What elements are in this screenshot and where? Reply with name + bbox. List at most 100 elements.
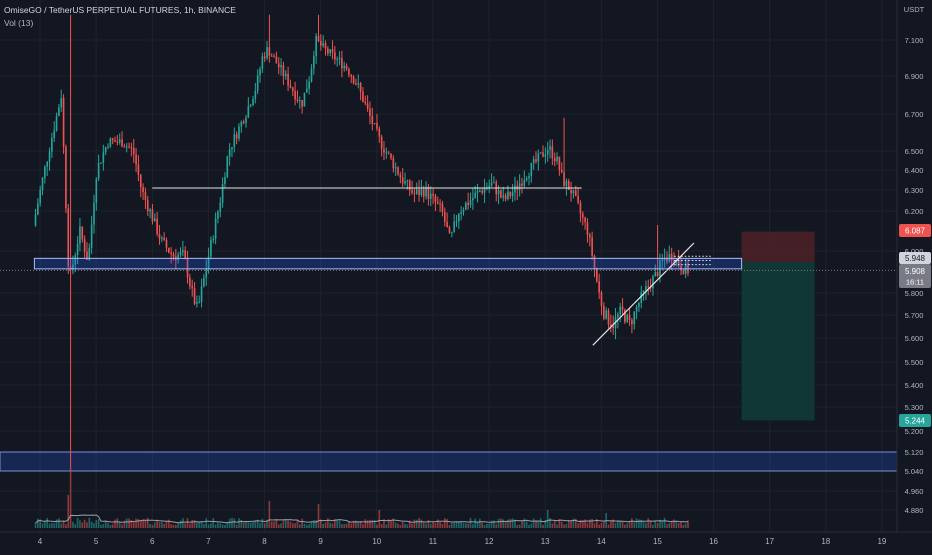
candle-body: [507, 191, 509, 200]
candle-body: [240, 121, 243, 127]
chart-title[interactable]: OmiseGO / TetherUS PERPETUAL FUTURES, 1h…: [4, 5, 236, 15]
volume-bar: [532, 518, 535, 528]
candle-body: [179, 252, 182, 255]
candle-body: [67, 208, 70, 267]
candle-body: [284, 73, 287, 77]
volume-bar: [62, 520, 65, 528]
volume-bar: [404, 523, 406, 528]
candle-body: [86, 251, 88, 260]
volume-bar: [411, 523, 413, 528]
candle-body: [58, 107, 60, 116]
volume-bar: [586, 523, 589, 528]
time-scale[interactable]: [0, 532, 932, 550]
candle-body: [331, 49, 334, 53]
volume-bar: [483, 524, 486, 528]
volume-bar: [551, 523, 554, 528]
volume-bar: [680, 522, 682, 528]
candle-body: [88, 247, 91, 260]
candle-body: [336, 58, 339, 60]
candle-body: [165, 240, 168, 248]
candle-body: [301, 100, 303, 107]
volume-bar: [584, 519, 586, 528]
candle-body: [104, 147, 107, 153]
candle-body: [434, 195, 437, 203]
volume-bar: [158, 522, 161, 528]
candle-body: [298, 100, 301, 102]
volume-bar: [123, 520, 126, 528]
volume-bar: [137, 519, 140, 528]
volume-bar: [654, 520, 657, 528]
candle-body: [81, 226, 84, 240]
candle-body: [465, 202, 467, 210]
volume-bar: [490, 520, 493, 528]
candle-body: [593, 255, 596, 268]
candle-body: [429, 193, 432, 199]
candle-body: [111, 138, 114, 141]
volume-bar: [125, 518, 128, 528]
price-tick-label: 5.300: [905, 403, 924, 412]
candle-body: [472, 197, 474, 201]
volume-bar: [247, 522, 250, 528]
candle-body: [254, 90, 257, 99]
candle-body: [535, 159, 537, 162]
volume-bar: [341, 524, 343, 528]
candle-body: [633, 311, 636, 325]
candle-body: [481, 190, 484, 193]
volume-bar: [111, 524, 114, 528]
volume-bar: [81, 522, 84, 528]
candle-body: [603, 305, 605, 319]
candle-body: [544, 154, 547, 157]
price-tick-label: 6.900: [905, 72, 924, 81]
volume-bar: [656, 523, 659, 528]
candle-body: [666, 258, 668, 262]
volume-bar: [308, 524, 310, 528]
volume-bar: [270, 521, 273, 528]
candle-body: [261, 56, 264, 69]
volume-ma-line: [35, 514, 689, 524]
volume-bar: [448, 524, 451, 528]
volume-bar: [231, 517, 233, 528]
candle-body: [193, 288, 196, 304]
candle-body: [558, 156, 561, 170]
candle-body: [249, 105, 252, 107]
candle-body: [406, 180, 409, 182]
candle-body: [273, 56, 275, 58]
volume-bar: [537, 520, 540, 528]
candle-body: [493, 182, 495, 184]
candle-body: [385, 152, 388, 154]
candle-body: [198, 301, 201, 303]
candle-body: [118, 139, 121, 143]
price-tick-label: 4.880: [905, 506, 924, 515]
candle-body: [203, 277, 205, 287]
candle-body: [546, 149, 549, 155]
candle-body: [652, 276, 654, 289]
time-tick-label: 10: [372, 537, 381, 546]
volume-bar: [55, 519, 58, 528]
price-tick-label: 5.400: [905, 381, 924, 390]
candle-body: [83, 239, 86, 252]
candle-body: [39, 189, 42, 204]
volume-bar: [217, 522, 219, 528]
volume-bar: [542, 524, 544, 528]
volume-indicator-label[interactable]: Vol (13): [4, 18, 33, 28]
volume-bar: [172, 524, 175, 528]
candle-body: [158, 234, 161, 239]
volume-bar: [184, 523, 187, 528]
volume-bar: [284, 519, 287, 528]
candle-body: [282, 65, 285, 77]
candle-body: [383, 148, 385, 153]
price-tick-label: 6.500: [905, 147, 924, 156]
candle-body: [51, 137, 53, 152]
volume-bar: [130, 520, 133, 528]
volume-bar: [364, 519, 367, 528]
candle-body: [266, 47, 268, 59]
candle-body: [670, 254, 673, 261]
candle-body: [357, 83, 360, 85]
candle-body: [369, 108, 371, 116]
candle-body: [102, 152, 105, 163]
volume-bar: [275, 519, 278, 528]
volume-bar: [203, 523, 205, 528]
volume-bar: [507, 519, 509, 528]
